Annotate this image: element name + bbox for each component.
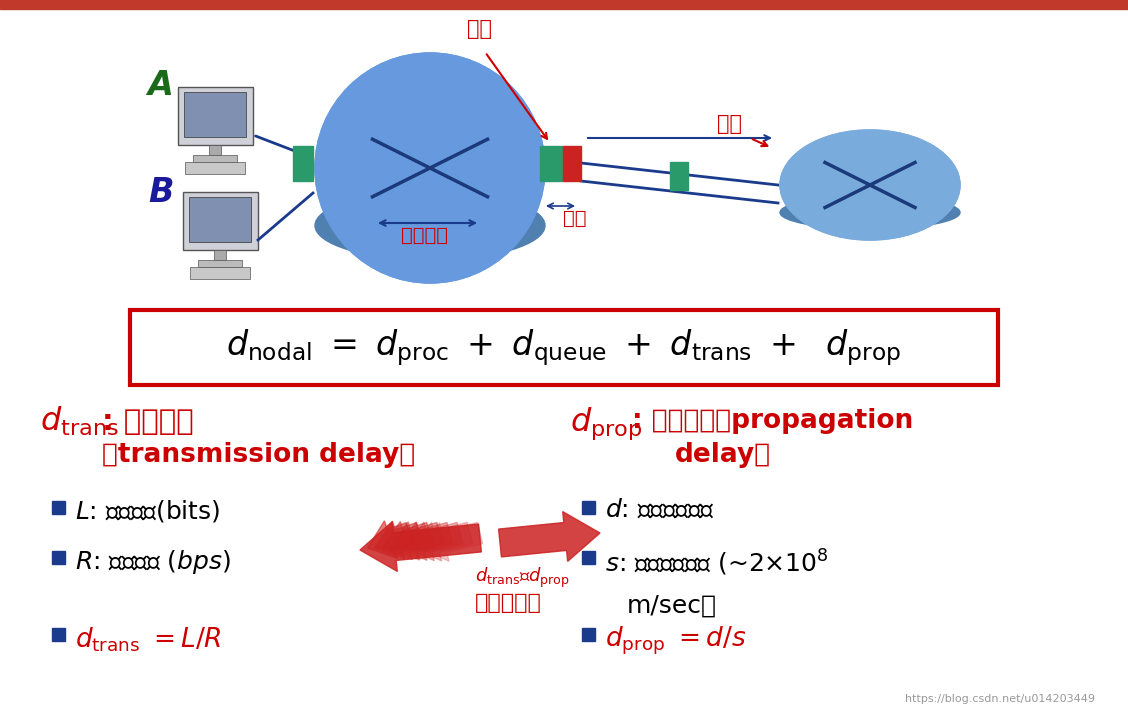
Bar	[209, 145, 221, 155]
Text: https://blog.csdn.net/u014203449: https://blog.csdn.net/u014203449	[905, 694, 1095, 704]
Bar	[183, 192, 257, 250]
Text: m/sec）: m/sec）	[627, 594, 717, 618]
Text: B: B	[148, 176, 174, 209]
Bar	[190, 267, 250, 279]
Bar	[563, 146, 581, 181]
Bar	[190, 197, 252, 242]
Ellipse shape	[779, 130, 960, 240]
Text: A: A	[147, 69, 173, 102]
Text: 传输: 传输	[467, 19, 493, 39]
FancyArrow shape	[397, 522, 453, 560]
Bar	[177, 87, 253, 145]
Text: （transmission delay）: （transmission delay）	[102, 442, 415, 468]
Bar	[214, 250, 226, 260]
Bar	[293, 146, 312, 181]
Text: : 传输延迟: : 传输延迟	[102, 408, 194, 436]
Bar	[52, 551, 65, 564]
FancyBboxPatch shape	[130, 310, 998, 385]
Text: $\mathit{L}$: 分组长度(bits): $\mathit{L}$: 分组长度(bits)	[74, 498, 220, 524]
FancyArrow shape	[499, 512, 600, 561]
Text: $\mathit{d}_{\mathsf{trans}}$与$\mathit{d}_{\mathsf{prop}}$: $\mathit{d}_{\mathsf{trans}}$与$\mathit{d…	[475, 566, 570, 590]
Ellipse shape	[779, 130, 960, 240]
Text: 完全不同！: 完全不同！	[475, 593, 541, 613]
Bar	[193, 155, 237, 162]
Text: $\mathit{d}$: 物理链路长度: $\mathit{d}$: 物理链路长度	[605, 498, 715, 522]
Bar	[0, 0, 1128, 9]
Bar	[582, 551, 594, 564]
Bar	[52, 501, 65, 514]
FancyArrow shape	[405, 522, 462, 561]
Bar	[184, 92, 246, 137]
Bar	[540, 146, 562, 181]
Bar	[199, 260, 243, 267]
Bar	[52, 628, 65, 641]
FancyArrow shape	[390, 522, 443, 560]
FancyArrow shape	[360, 522, 482, 572]
Text: $\mathit{s}$: 信号传播速度 (~2×10$^8$: $\mathit{s}$: 信号传播速度 (~2×10$^8$	[605, 548, 829, 578]
Text: $\mathit{d}_{\mathsf{trans}}$: $\mathit{d}_{\mathsf{trans}}$	[39, 405, 118, 439]
Text: 结点处理: 结点处理	[402, 226, 449, 245]
Bar	[582, 628, 594, 641]
Ellipse shape	[315, 191, 545, 260]
Text: $\mathit{d}_{\mathsf{nodal}}\ =\ \mathit{d}_{\mathsf{proc}}\ +\ \mathit{d}_{\mat: $\mathit{d}_{\mathsf{nodal}}\ =\ \mathit…	[227, 327, 901, 368]
Text: 排队: 排队	[563, 209, 587, 228]
FancyArrow shape	[368, 520, 414, 558]
Text: $\mathit{d}_{\mathsf{prop}}$: $\mathit{d}_{\mathsf{prop}}$	[570, 405, 643, 441]
Text: $\mathit{d}_{\mathsf{prop}}\ = d/s$: $\mathit{d}_{\mathsf{prop}}\ = d/s$	[605, 625, 747, 657]
FancyArrow shape	[382, 521, 433, 560]
Bar	[582, 501, 594, 514]
FancyArrow shape	[374, 521, 423, 559]
FancyArrow shape	[420, 523, 483, 561]
Text: 传播: 传播	[717, 114, 742, 134]
Bar	[185, 162, 245, 174]
Ellipse shape	[315, 53, 545, 283]
Text: : 传播延迟（propagation: : 传播延迟（propagation	[632, 408, 914, 434]
FancyArrow shape	[413, 523, 473, 561]
Ellipse shape	[315, 53, 545, 283]
Text: delay）: delay）	[675, 442, 772, 468]
Ellipse shape	[779, 196, 960, 229]
Text: $\mathit{d}_{\mathsf{trans}}\ = L/R$: $\mathit{d}_{\mathsf{trans}}\ = L/R$	[74, 625, 222, 654]
Bar	[670, 162, 687, 190]
Text: $\mathit{R}$: 链路带宽 ($bps$): $\mathit{R}$: 链路带宽 ($bps$)	[74, 548, 231, 576]
